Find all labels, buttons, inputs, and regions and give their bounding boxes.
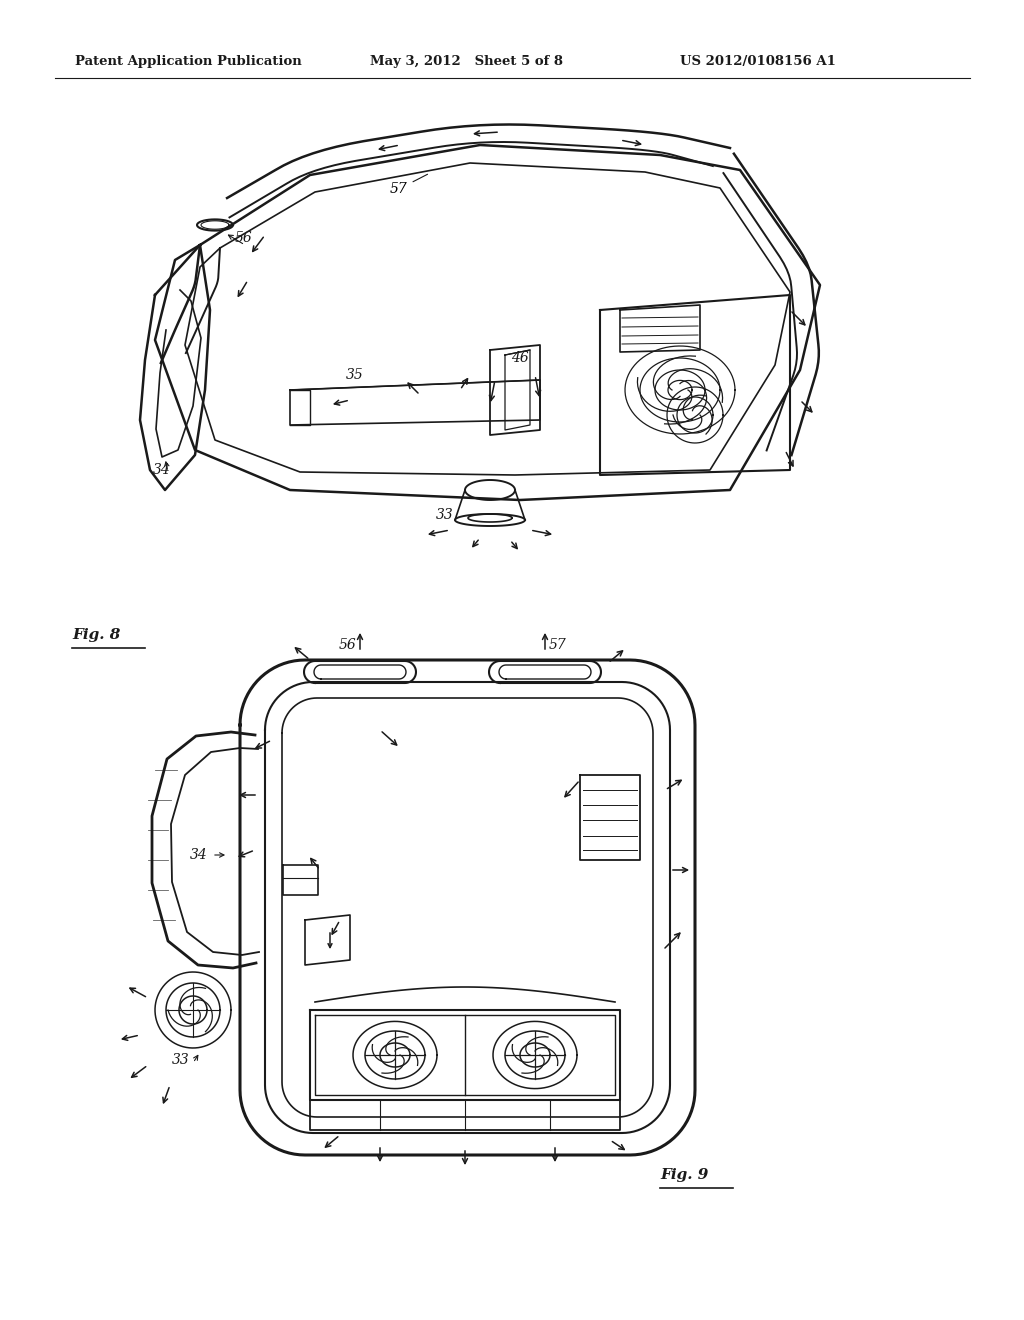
Text: Fig. 8: Fig. 8	[72, 628, 121, 642]
Text: 46: 46	[511, 351, 528, 366]
Text: 35: 35	[346, 368, 364, 381]
Text: 57: 57	[390, 174, 428, 195]
Text: 33: 33	[172, 1053, 190, 1067]
Text: 57: 57	[549, 638, 567, 652]
Text: 33: 33	[436, 508, 454, 521]
Text: 56: 56	[234, 231, 253, 246]
Text: 34: 34	[154, 463, 171, 477]
Text: 56: 56	[339, 638, 357, 652]
Text: May 3, 2012   Sheet 5 of 8: May 3, 2012 Sheet 5 of 8	[370, 55, 563, 69]
Text: Patent Application Publication: Patent Application Publication	[75, 55, 302, 69]
Text: US 2012/0108156 A1: US 2012/0108156 A1	[680, 55, 836, 69]
Text: Fig. 9: Fig. 9	[660, 1168, 709, 1181]
Text: 34: 34	[190, 847, 208, 862]
